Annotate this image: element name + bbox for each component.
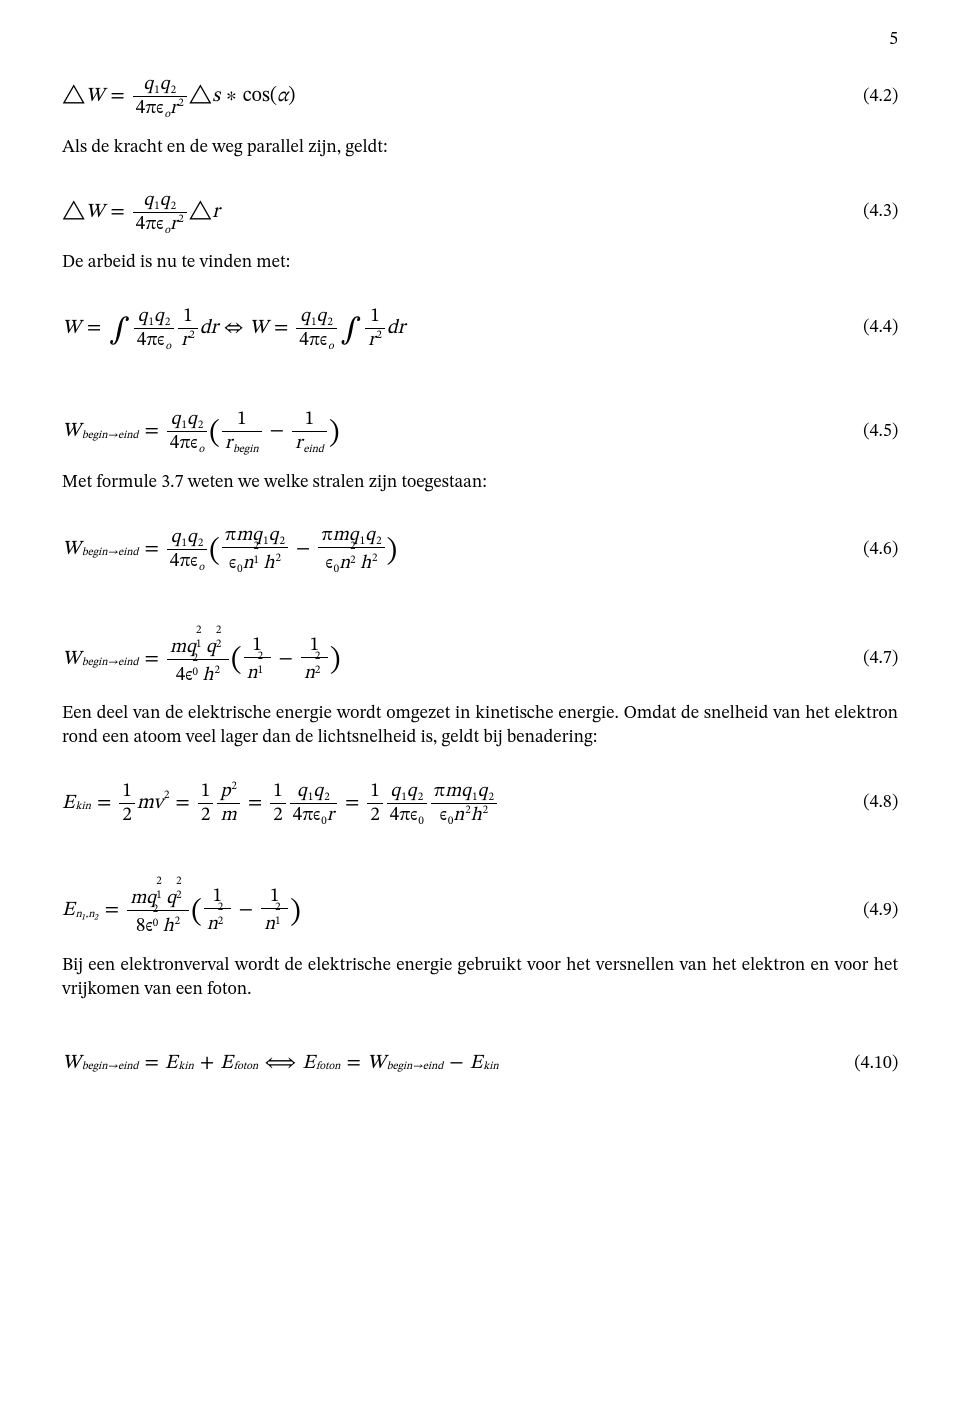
paragraph-4: Een deel van de elektrische energie word… <box>62 702 898 751</box>
paragraph-3: Met formule 3.7 weten we welke stralen z… <box>62 471 898 495</box>
equation-4-7-tag: (4.7) <box>834 647 898 671</box>
equation-4-2: △W= q1q24πϵor2 △s∗cos(α) (4.2) <box>62 74 898 120</box>
equation-4-10: Wbegin→eind= Ekin+Efoton ⟺ Efoton= Wbegi… <box>62 1050 898 1077</box>
equation-4-3-tag: (4.3) <box>834 200 898 224</box>
equation-4-2-tag: (4.2) <box>834 85 898 109</box>
paragraph-5: Bij een elektronverval wordt de elektris… <box>62 954 898 1003</box>
equation-4-2-math: △W= q1q24πϵor2 △s∗cos(α) <box>62 74 295 120</box>
equation-4-10-math: Wbegin→eind= Ekin+Efoton ⟺ Efoton= Wbegi… <box>62 1050 499 1077</box>
equation-4-8-math: Ekin= 12mv2 = 12 p2m = 12 q1q24πϵ0r = 12… <box>62 781 499 827</box>
equation-4-6-tag: (4.6) <box>834 538 898 562</box>
equation-4-9-tag: (4.9) <box>834 899 898 923</box>
page-number: 5 <box>889 28 898 52</box>
equation-4-8-tag: (4.8) <box>834 791 898 815</box>
equation-4-7-math: Wbegin→eind= mq21q224ϵ20h2 ( 1n21 − 1n22… <box>62 633 341 687</box>
equation-4-6-math: Wbegin→eind= q1q24πϵo ( πmq1q2ϵ0n21h2 − … <box>62 525 397 575</box>
equation-4-5-math: Wbegin→eind= q1q24πϵo ( 1rbegin − 1reind… <box>62 409 340 455</box>
equation-4-4-tag: (4.4) <box>834 316 898 340</box>
equation-4-4-math: W=∫ q1q24πϵo 1r2 dr⇔ W= q1q24πϵo ∫ 1r2 d… <box>62 306 405 352</box>
equation-4-3-math: △W= q1q24πϵor2 △r <box>62 190 220 236</box>
equation-4-5: Wbegin→eind= q1q24πϵo ( 1rbegin − 1reind… <box>62 409 898 455</box>
equation-4-10-tag: (4.10) <box>834 1052 898 1076</box>
paragraph-1: Als de kracht en de weg parallel zijn, g… <box>62 136 898 160</box>
equation-4-9: En₁,n₂= mq21q228ϵ20h2 ( 1n22 − 1n21 ) (4… <box>62 884 898 938</box>
page: 5 △W= q1q24πϵor2 △s∗cos(α) (4.2) Als de … <box>0 0 960 1413</box>
equation-4-4: W=∫ q1q24πϵo 1r2 dr⇔ W= q1q24πϵo ∫ 1r2 d… <box>62 306 898 352</box>
equation-4-7: Wbegin→eind= mq21q224ϵ20h2 ( 1n21 − 1n22… <box>62 633 898 687</box>
paragraph-2: De arbeid is nu te vinden met: <box>62 251 898 275</box>
equation-4-9-math: En₁,n₂= mq21q228ϵ20h2 ( 1n22 − 1n21 ) <box>62 884 301 938</box>
equation-4-5-tag: (4.5) <box>834 420 898 444</box>
equation-4-3: △W= q1q24πϵor2 △r (4.3) <box>62 190 898 236</box>
equation-4-8: Ekin= 12mv2 = 12 p2m = 12 q1q24πϵ0r = 12… <box>62 781 898 827</box>
equation-4-6: Wbegin→eind= q1q24πϵo ( πmq1q2ϵ0n21h2 − … <box>62 525 898 575</box>
